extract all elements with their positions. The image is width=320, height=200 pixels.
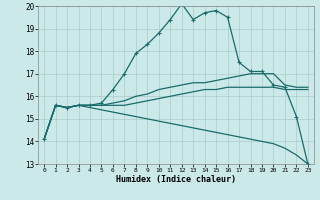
X-axis label: Humidex (Indice chaleur): Humidex (Indice chaleur) <box>116 175 236 184</box>
